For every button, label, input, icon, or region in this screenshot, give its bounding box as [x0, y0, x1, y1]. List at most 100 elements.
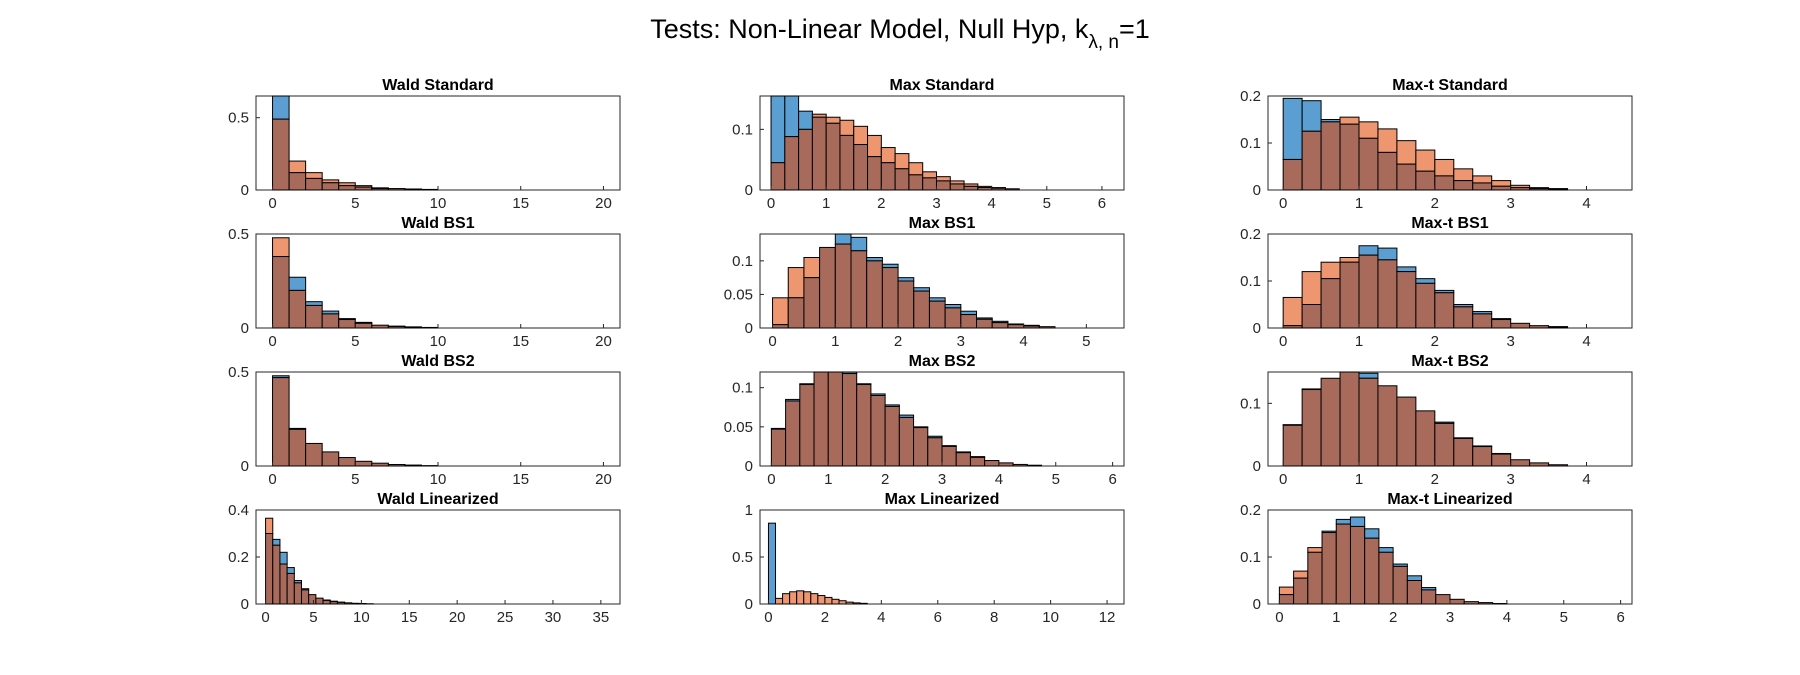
bar-overlap — [1396, 271, 1417, 329]
y-tick-label: 0.2 — [1240, 226, 1261, 243]
bar-overlap — [279, 563, 288, 605]
bar-overlap — [856, 384, 872, 467]
bar-overlap — [1477, 602, 1494, 605]
bar-series-b — [859, 602, 868, 605]
x-tick-label: 8 — [990, 609, 998, 626]
bar-overlap — [977, 187, 993, 191]
bar-series-b — [838, 600, 847, 605]
y-tick-label: 0.1 — [1240, 395, 1261, 412]
bar-overlap — [991, 187, 1006, 191]
bar-overlap — [787, 297, 805, 329]
bar-overlap — [404, 326, 422, 329]
x-tick-label: 6 — [1616, 609, 1624, 626]
bar-overlap — [1339, 261, 1360, 329]
y-tick-label: 0.1 — [1240, 135, 1261, 152]
bar-overlap — [338, 319, 356, 329]
bar-overlap — [1396, 163, 1417, 191]
panel-wald-bs1: Wald BS1 0 5 10 15 20 0 0.5 — [228, 215, 621, 350]
panel-title: Max-t BS2 — [1411, 353, 1488, 370]
bar-series-a — [928, 297, 946, 302]
x-tick-label: 5 — [1082, 333, 1090, 350]
x-tick-label: 0 — [1279, 333, 1287, 350]
x-tick-label: 0 — [768, 333, 776, 350]
y-tick-label: 0.1 — [732, 121, 753, 138]
bar-overlap — [1510, 187, 1531, 191]
bar-series-b — [908, 162, 924, 176]
bar-series-a — [305, 301, 323, 306]
panel-max-t-linearized: Max-t Linearized 0 1 2 3 4 5 6 0 0.1 0.2 — [1240, 491, 1633, 626]
bar-series-a — [1364, 528, 1380, 539]
x-tick-label: 0 — [261, 609, 269, 626]
x-tick-label: 2 — [881, 471, 889, 488]
bar-series-b — [1358, 121, 1379, 139]
bar-overlap — [898, 416, 915, 467]
x-tick-label: 4 — [1582, 333, 1590, 350]
panel-title: Wald BS2 — [401, 353, 474, 370]
bar-overlap — [1007, 324, 1025, 329]
bar-series-a — [960, 310, 978, 316]
bar-overlap — [944, 307, 962, 329]
bar-overlap — [1023, 325, 1040, 329]
x-tick-label: 5 — [1043, 195, 1051, 212]
bar-overlap — [1449, 598, 1465, 605]
x-tick-label: 4 — [1582, 471, 1590, 488]
bar-overlap — [960, 314, 978, 329]
x-tick-label: 5 — [351, 195, 359, 212]
y-tick-label: 0.2 — [1240, 502, 1261, 519]
bar-series-b — [894, 153, 910, 170]
bar-overlap — [825, 122, 841, 191]
bar-overlap — [1491, 185, 1512, 191]
bar-series-b — [1491, 180, 1512, 187]
bar-overlap — [1377, 385, 1398, 467]
x-tick-label: 5 — [351, 333, 359, 350]
bar-overlap — [1301, 389, 1322, 467]
bar-overlap — [1321, 532, 1337, 605]
bar-overlap — [1349, 525, 1366, 605]
x-tick-label: 5 — [1560, 609, 1568, 626]
bar-overlap — [1421, 589, 1437, 605]
bar-overlap — [1453, 437, 1474, 467]
bar-series-a — [767, 522, 777, 605]
bar-overlap — [813, 371, 829, 467]
bar-overlap — [1320, 278, 1341, 329]
x-tick-label: 3 — [938, 471, 946, 488]
y-tick-label: 0.2 — [1240, 88, 1261, 105]
y-tick-label: 0 — [241, 458, 249, 475]
bar-overlap — [913, 290, 930, 329]
bar-overlap — [1472, 313, 1493, 329]
bar-overlap — [785, 400, 801, 467]
bar-overlap — [1453, 180, 1474, 191]
bar-overlap — [321, 313, 340, 329]
y-tick-label: 0 — [745, 320, 753, 337]
bar-series-a — [798, 110, 813, 130]
bar-overlap — [984, 460, 1000, 467]
x-tick-label: 25 — [497, 609, 514, 626]
bar-overlap — [1358, 137, 1379, 191]
bar-series-b — [1415, 149, 1436, 172]
bar-series-b — [824, 596, 833, 605]
bar-series-b — [1453, 168, 1474, 182]
bar-series-a — [272, 95, 290, 120]
bar-series-a — [1358, 245, 1379, 256]
bar-series-b — [1278, 586, 1295, 596]
bar-overlap — [1358, 254, 1379, 329]
x-tick-label: 10 — [1042, 609, 1059, 626]
bar-overlap — [288, 428, 307, 467]
x-tick-label: 2 — [1431, 195, 1439, 212]
bar-series-a — [1415, 278, 1436, 284]
bar-overlap — [841, 373, 858, 467]
bar-series-a — [286, 567, 295, 574]
bar-overlap — [811, 116, 827, 191]
bar-overlap — [351, 602, 360, 605]
bar-overlap — [1491, 453, 1512, 467]
x-tick-label: 1 — [1332, 609, 1340, 626]
bar-overlap — [1026, 464, 1043, 467]
bar-overlap — [308, 594, 317, 605]
bar-series-a — [770, 95, 786, 164]
bar-series-a — [1378, 547, 1394, 553]
x-tick-label: 0 — [268, 471, 276, 488]
panel-title: Max-t Standard — [1392, 77, 1508, 94]
x-tick-label: 20 — [595, 333, 612, 350]
bar-series-b — [935, 176, 951, 182]
